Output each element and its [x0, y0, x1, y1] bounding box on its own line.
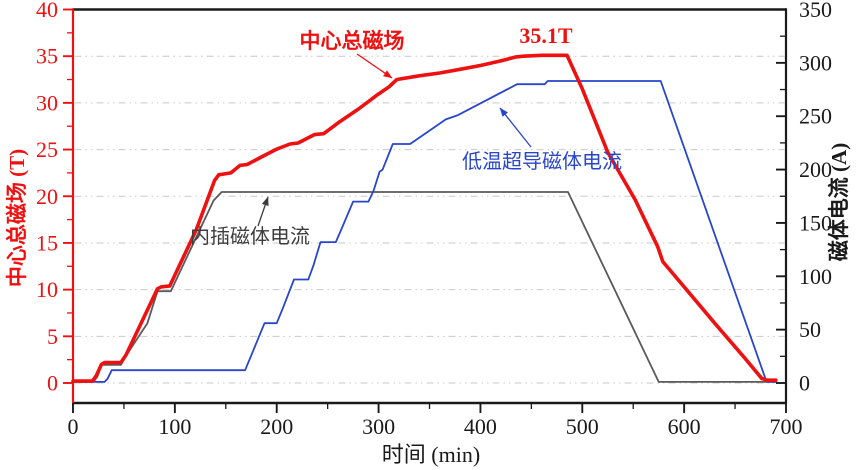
- right-tick-label: 200: [799, 157, 832, 182]
- x-tick-label: 100: [158, 414, 191, 439]
- gridlines: [74, 55, 785, 384]
- left-tick-label: 10: [36, 277, 58, 302]
- left-tick-label: 15: [36, 230, 58, 255]
- left-tick-label: 40: [36, 0, 58, 22]
- x-tick-label: 500: [566, 414, 599, 439]
- left-tick-label: 30: [36, 90, 58, 115]
- x-tick-label: 300: [362, 414, 395, 439]
- series-line-center-total-field: [71, 53, 778, 383]
- left-tick-label: 5: [47, 324, 58, 349]
- x-axis-title: 时间 (min): [382, 442, 480, 467]
- series-line-lts-magnet-current: [72, 80, 777, 383]
- y-axis-title-left: 中心总磁场 (T): [5, 149, 29, 287]
- axis-ticks: [63, 8, 787, 413]
- axes-frame: [71, 8, 788, 405]
- right-tick-label: 350: [799, 0, 832, 22]
- left-tick-label: 20: [36, 184, 58, 209]
- right-tick-label: 150: [799, 210, 832, 235]
- left-tick-label: 0: [47, 371, 58, 396]
- annotation-arrow-lts-current-label: [499, 107, 532, 148]
- annotation-peak-value-label: 35.1T: [519, 23, 573, 48]
- x-tick-label: 0: [68, 414, 79, 439]
- right-tick-label: 100: [799, 264, 832, 289]
- y-axis-title-right: 磁体电流 (A): [827, 143, 851, 261]
- right-tick-label: 50: [799, 317, 821, 342]
- annotation-center-field-label: 中心总磁场: [300, 29, 405, 53]
- annotation-arrow-insert-current-label: [257, 196, 269, 227]
- left-tick-label: 35: [36, 44, 58, 69]
- annotation-arrow-center-field-label: [356, 53, 393, 79]
- annotation-insert-current-label: 内插磁体电流: [190, 225, 310, 248]
- series-line-insert-magnet-current: [72, 191, 777, 383]
- right-tick-label: 300: [799, 50, 832, 75]
- right-tick-label: 0: [799, 371, 810, 396]
- data-series: [71, 53, 778, 383]
- x-tick-label: 400: [464, 414, 497, 439]
- x-tick-label: 200: [260, 414, 293, 439]
- x-tick-label: 700: [770, 414, 803, 439]
- right-tick-label: 250: [799, 104, 832, 129]
- x-tick-label: 600: [668, 414, 701, 439]
- annotation-lts-current-label: 低温超导磁体电流: [462, 150, 622, 173]
- left-tick-label: 25: [36, 137, 58, 162]
